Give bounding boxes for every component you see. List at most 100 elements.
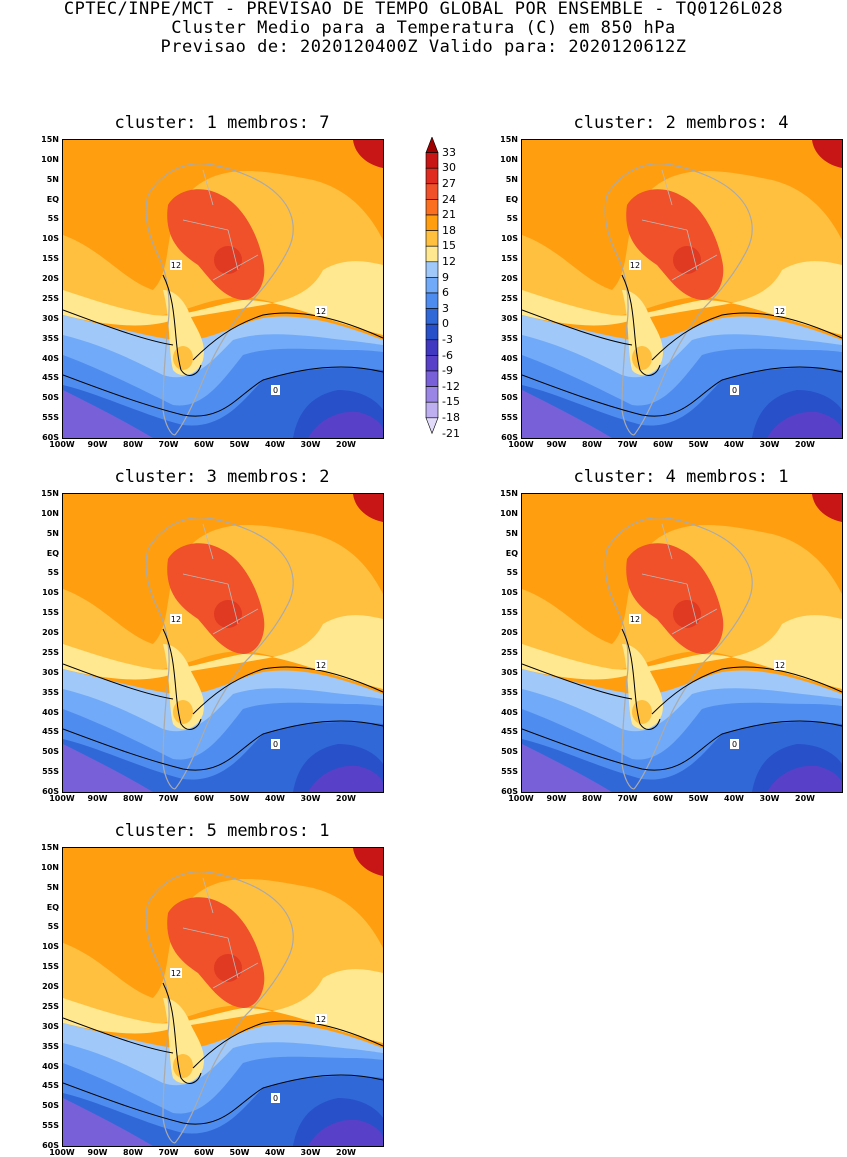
latitude-tick-label: 25S	[501, 647, 518, 657]
colorbar-label: -6	[442, 348, 453, 362]
colorbar-label: 15	[442, 239, 456, 253]
band-minus6-minus3	[767, 411, 842, 438]
colorbar-segment	[425, 401, 439, 419]
latitude-tick-label: 55S	[501, 413, 518, 423]
colorbar-label: 33	[442, 145, 456, 159]
contour-12-label-box	[170, 614, 182, 624]
contour-12	[63, 663, 383, 715]
patagonia-warm-core	[632, 700, 652, 724]
latitude-tick-label: 10N	[500, 154, 518, 164]
contour-12-label-box	[315, 306, 327, 316]
northeast-hot-spot	[353, 848, 383, 876]
warm-core-24-27	[214, 246, 242, 274]
temperature-map: 12 12 0	[63, 494, 383, 792]
latitude-tick-label: 10N	[41, 154, 59, 164]
latitude-tick-label: 30S	[42, 1021, 59, 1031]
colorbar-label: -3	[442, 333, 453, 346]
panel-title: cluster: 2 membros: 4	[573, 113, 789, 133]
latitude-tick-label: 30S	[42, 667, 59, 677]
colorbar-label: -15	[442, 395, 460, 409]
latitude-tick-label: 35S	[501, 687, 518, 697]
longitude-tick-label: 60W	[194, 440, 214, 449]
longitude-tick-label: 50W	[229, 794, 250, 803]
contour-12-label-box	[170, 968, 182, 978]
colorbar-segment	[425, 355, 439, 372]
contour-12-label: 12	[316, 1015, 326, 1024]
colorbar-label: -18	[442, 411, 460, 424]
contour-0	[63, 720, 383, 771]
latitude-tick-label: 5N	[46, 528, 59, 538]
band-minus6-minus3	[308, 411, 383, 438]
colorbar-top-arrow	[425, 137, 439, 153]
longitude-tick-label: 30W	[300, 440, 321, 449]
temperature-map: 12 12 0	[63, 140, 383, 438]
longitude-tick-label: 90W	[546, 440, 567, 449]
latitude-tick-label: 45S	[501, 727, 518, 737]
warm-core-24-27	[673, 246, 701, 274]
country-borders	[641, 169, 718, 281]
contour-0-label-box	[271, 1093, 280, 1103]
longitude-tick-label: 80W	[582, 794, 602, 803]
colorbar-segment	[425, 323, 439, 341]
longitude-tick-label: 70W	[158, 440, 179, 449]
contour-12-label: 12	[775, 307, 785, 316]
contour-12-andes	[162, 982, 202, 1084]
latitude-tick-label: 5N	[46, 174, 59, 184]
colorbar-segment	[425, 292, 439, 309]
band-12-15	[63, 969, 383, 1043]
longitude-tick-label: 70W	[158, 794, 179, 803]
contour-12-label: 12	[171, 969, 181, 978]
latitude-tick-label: 10S	[42, 234, 59, 244]
longitude-tick-label: 50W	[688, 794, 709, 803]
latitude-tick-label: 50S	[42, 747, 59, 757]
longitude-tick-label: 70W	[617, 794, 638, 803]
coastline-east	[606, 163, 753, 436]
country-borders	[182, 877, 259, 989]
longitude-tick-label: 20W	[336, 794, 356, 803]
colorbar-graphic	[425, 137, 439, 435]
latitude-tick-label: EQ	[505, 548, 518, 558]
coastline-east	[147, 517, 294, 790]
contour-0-label: 0	[273, 386, 278, 395]
contour-0-label-box	[730, 739, 739, 749]
latitude-tick-label: 15S	[501, 608, 518, 618]
header-line-1: CPTEC/INPE/MCT - PREVISAO DE TEMPO GLOBA…	[63, 0, 784, 19]
temperature-map: 12 12 0	[522, 494, 842, 792]
latitude-tick-label: 30S	[42, 313, 59, 323]
latitude-tick-label: 35S	[42, 333, 59, 343]
latitude-tick-label: EQ	[505, 194, 518, 204]
temperature-map-panel: 12 12 0	[62, 493, 384, 793]
contour-0	[63, 1074, 383, 1125]
longitude-tick-label: 60W	[653, 440, 673, 449]
longitude-tick-label: 60W	[194, 794, 214, 803]
patagonia-warm-core	[173, 700, 193, 724]
coastline-west	[604, 548, 635, 790]
temperature-map: 12 12 0	[63, 848, 383, 1146]
panel-title: cluster: 3 membros: 2	[114, 467, 330, 487]
longitude-tick-label: 90W	[87, 794, 108, 803]
longitude-tick-label: 100W	[49, 440, 75, 449]
contour-0	[522, 366, 842, 417]
latitude-tick-label: 10S	[501, 234, 518, 244]
latitude-tick-label: 55S	[42, 767, 59, 777]
latitude-tick-label: 55S	[501, 767, 518, 777]
longitude-tick-label: 50W	[229, 440, 250, 449]
longitude-tick-label: 90W	[87, 440, 108, 449]
latitude-tick-label: 15S	[42, 608, 59, 618]
contour-12-label-box	[774, 306, 786, 316]
longitude-tick-label: 80W	[123, 1148, 143, 1157]
colorbar-label: 21	[442, 208, 456, 222]
longitude-tick-label: 100W	[49, 794, 75, 803]
latitude-tick-label: 5N	[46, 882, 59, 892]
country-borders	[641, 523, 718, 635]
colorbar-segment	[425, 152, 439, 169]
band-minus6-minus3	[308, 765, 383, 792]
latitude-tick-label: 45S	[42, 1081, 59, 1091]
longitude-tick-label: 70W	[158, 1148, 179, 1157]
colorbar-segment	[425, 386, 439, 403]
patagonia-warm-core	[173, 346, 193, 370]
colorbar-segment	[425, 183, 439, 200]
contour-0	[63, 366, 383, 417]
latitude-tick-label: 60S	[501, 433, 518, 442]
longitude-tick-label: 40W	[724, 440, 744, 449]
